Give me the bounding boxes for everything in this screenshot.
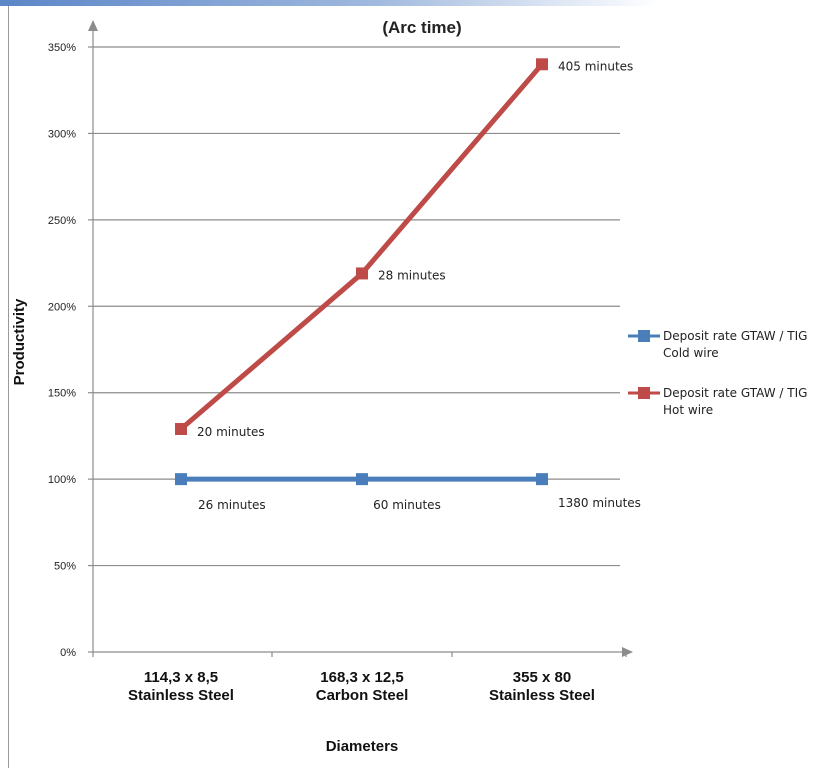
- data-point-marker: [536, 473, 548, 486]
- y-tick-label: 50%: [54, 561, 76, 573]
- series-line: [179, 62, 544, 431]
- legend-label: Hot wire: [663, 403, 713, 417]
- legend-label: Deposit rate GTAW / TIG: [663, 386, 807, 400]
- x-tick-label: 168,3 x 12,5: [320, 669, 403, 686]
- x-tick-label: 355 x 80: [513, 669, 571, 686]
- data-label: 20 minutes: [197, 425, 265, 439]
- data-label: 405 minutes: [558, 59, 633, 73]
- page-left-border: [8, 6, 9, 768]
- x-axis-title: Diameters: [326, 738, 399, 755]
- legend-swatch-marker: [638, 387, 650, 399]
- data-label: 28 minutes: [378, 268, 446, 282]
- y-tick-label: 100%: [48, 474, 76, 486]
- y-tick-label: 0%: [60, 647, 76, 659]
- y-axis-title: Productivity: [11, 298, 28, 385]
- data-point-marker: [356, 473, 368, 486]
- data-labels: 26 minutes 60 minutes 1380 minutes 20 minut…: [197, 59, 641, 512]
- x-tick-label: Stainless Steel: [489, 687, 595, 704]
- data-point-marker: [175, 473, 187, 486]
- data-label: 1380 minutes: [558, 496, 641, 510]
- y-tick-label: 200%: [48, 301, 76, 313]
- y-tick-label: 350%: [48, 42, 76, 54]
- y-tick-label: 300%: [48, 128, 76, 140]
- y-tick-label: 250%: [48, 215, 76, 227]
- data-label: 60 minutes: [373, 498, 441, 512]
- series-lines: [175, 58, 548, 486]
- data-point-marker: [356, 267, 368, 280]
- data-point-marker: [536, 58, 548, 71]
- axes: [88, 20, 633, 657]
- y-tick-labels: 0% 50% 100% 150% 200% 250% 300% 350%: [48, 42, 76, 659]
- legend: Deposit rate GTAW / TIG Cold wire Deposit …: [628, 329, 807, 417]
- legend-swatch-marker: [638, 330, 650, 342]
- gridlines: [93, 46, 620, 567]
- legend-label: Deposit rate GTAW / TIG: [663, 329, 807, 343]
- window-top-bar: [0, 0, 824, 6]
- y-tick-label: 150%: [48, 388, 76, 400]
- x-axis-arrow: [622, 647, 633, 657]
- chart-title: (Arc time): [382, 18, 461, 37]
- legend-label: Cold wire: [663, 346, 719, 360]
- data-label: 26 minutes: [198, 498, 266, 512]
- x-tick-label: Stainless Steel: [128, 687, 234, 704]
- x-tick-label: 114,3 x 8,5: [144, 669, 218, 686]
- data-point-marker: [175, 423, 187, 436]
- y-axis-arrow: [88, 20, 98, 31]
- x-tick-label: Carbon Steel: [316, 687, 409, 704]
